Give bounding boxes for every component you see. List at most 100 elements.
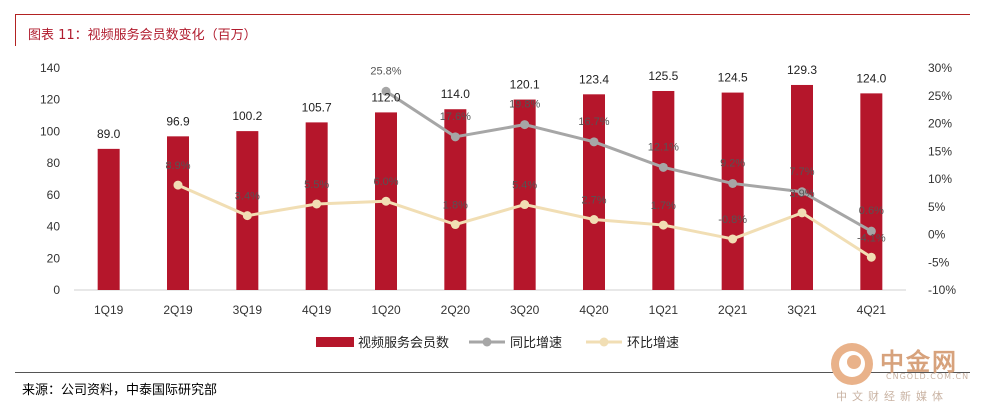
- x-axis-tick-label: 4Q21: [857, 303, 887, 317]
- yoy-growth-line: [385, 90, 873, 233]
- qoq-value-label: 5.5%: [304, 179, 329, 191]
- qoq-growth-point: [173, 180, 183, 190]
- yoy-value-label: 12.1%: [648, 141, 679, 153]
- right-axis-tick-label: 30%: [928, 61, 952, 75]
- left-axis-tick-label: 100: [40, 124, 60, 138]
- bar: [721, 92, 744, 290]
- x-axis-tick-label: 1Q20: [371, 303, 401, 317]
- watermark-tagline: 中文财经新媒体: [836, 390, 948, 403]
- right-axis-tick-label: 0%: [928, 228, 946, 242]
- yoy-value-label: 9.2%: [720, 157, 745, 169]
- bar: [513, 99, 536, 290]
- x-axis-tick-label: 2Q20: [441, 303, 471, 317]
- qoq-growth-point: [866, 252, 876, 262]
- yoy-value-label: 19.8%: [509, 99, 540, 111]
- x-axis-tick-label: 1Q19: [94, 303, 124, 317]
- yoy-value-label: 25.8%: [370, 65, 401, 77]
- x-axis-tick-label: 4Q20: [579, 303, 609, 317]
- qoq-growth-point: [242, 211, 252, 221]
- bar-value-label: 89.0: [97, 127, 121, 141]
- x-axis-tick-label: 4Q19: [302, 303, 332, 317]
- watermark-url: CNGOLD.COM.CN: [886, 372, 970, 381]
- yoy-growth-point: [589, 137, 599, 147]
- left-axis-tick-label: 40: [47, 220, 61, 234]
- right-axis-tick-label: -5%: [928, 255, 950, 269]
- bar: [652, 90, 675, 290]
- left-axis-tick-label: 0: [53, 283, 60, 297]
- x-axis-tick-label: 1Q21: [649, 303, 679, 317]
- watermark-logo-icon: [831, 343, 873, 385]
- right-axis-tick-label: 10%: [928, 172, 952, 186]
- qoq-value-label: 5.4%: [512, 180, 537, 192]
- bar-value-label: 114.0: [441, 87, 470, 101]
- footer-rule: [15, 372, 970, 373]
- watermark-name: 中金网: [880, 347, 958, 376]
- bar-value-label: 123.4: [579, 72, 609, 86]
- bar-value-label: 125.5: [648, 69, 678, 83]
- qoq-value-label: 3.4%: [235, 191, 260, 203]
- bar: [860, 93, 883, 290]
- legend-label-yoy: 同比增速: [510, 335, 562, 350]
- yoy-value-label: 17.6%: [440, 111, 471, 123]
- qoq-growth-point: [381, 196, 391, 206]
- bar: [97, 148, 120, 290]
- qoq-growth-point: [797, 208, 807, 218]
- left-axis-tick-label: 80: [47, 156, 61, 170]
- qoq-growth-point: [589, 215, 599, 225]
- right-axis-tick-label: 20%: [928, 117, 952, 131]
- qoq-value-label: -0.8%: [718, 214, 747, 226]
- qoq-value-label: 8.9%: [165, 160, 190, 172]
- bar-value-label: 105.7: [302, 100, 332, 114]
- x-axis-tick-label: 3Q20: [510, 303, 540, 317]
- bar: [167, 136, 189, 290]
- bar-value-label: 124.0: [856, 71, 886, 85]
- yoy-growth-point: [797, 187, 807, 197]
- left-axis-tick-label: 140: [40, 61, 60, 75]
- bar: [236, 131, 259, 290]
- bar-value-label: 100.2: [232, 109, 262, 123]
- header-accent-bar: [15, 14, 16, 46]
- qoq-value-label: 1.7%: [651, 200, 676, 212]
- yoy-growth-point: [520, 120, 530, 130]
- watermark: 中金网 CNGOLD.COM.CN 中文财经新媒体: [828, 340, 978, 404]
- bar-value-label: 129.3: [787, 63, 817, 77]
- right-axis-tick-label: 5%: [928, 200, 946, 214]
- qoq-growth-point: [520, 200, 530, 210]
- qoq-value-label: 6.0%: [373, 176, 398, 188]
- right-axis-tick-label: 15%: [928, 144, 952, 158]
- qoq-growth-point: [450, 220, 460, 230]
- legend-swatch-members: [316, 337, 354, 347]
- bar-value-label: 120.1: [510, 78, 540, 92]
- qoq-value-label: 1.8%: [443, 200, 468, 212]
- legend-label-qoq: 环比增速: [627, 335, 679, 350]
- yoy-growth-point: [450, 132, 460, 142]
- qoq-growth-point: [658, 220, 668, 230]
- x-axis-tick-label: 3Q19: [233, 303, 263, 317]
- x-axis-tick-label: 2Q19: [163, 303, 193, 317]
- legend-marker-qoq: [599, 337, 609, 347]
- right-axis-tick-label: 25%: [928, 89, 952, 103]
- yoy-growth-point: [658, 162, 668, 172]
- legend-label-members: 视频服务会员数: [358, 335, 449, 350]
- bar-value-label: 96.9: [166, 114, 190, 128]
- x-axis-tick-label: 3Q21: [787, 303, 817, 317]
- source-note: 来源：公司资料，中泰国际研究部: [22, 383, 218, 398]
- qoq-value-label: 2.7%: [581, 195, 606, 207]
- qoq-growth-point: [312, 199, 322, 209]
- bar-value-label: 124.5: [718, 71, 748, 85]
- yoy-growth-point: [381, 86, 391, 96]
- yoy-growth-point: [866, 226, 876, 236]
- qoq-value-label: -4.1%: [857, 232, 886, 244]
- right-axis-tick-label: -10%: [928, 283, 956, 297]
- left-axis-tick-label: 120: [40, 93, 60, 107]
- bar-value-label: 112.0: [371, 90, 400, 104]
- qoq-growth-point: [728, 234, 738, 244]
- legend-marker-yoy: [482, 337, 492, 347]
- yoy-value-label: 16.7%: [578, 116, 609, 128]
- qoq-value-label: 3.9%: [789, 188, 814, 200]
- header-rule: [15, 14, 970, 15]
- left-axis-tick-label: 20: [47, 251, 61, 265]
- bar: [444, 109, 467, 290]
- yoy-value-label: 7.7%: [789, 166, 814, 178]
